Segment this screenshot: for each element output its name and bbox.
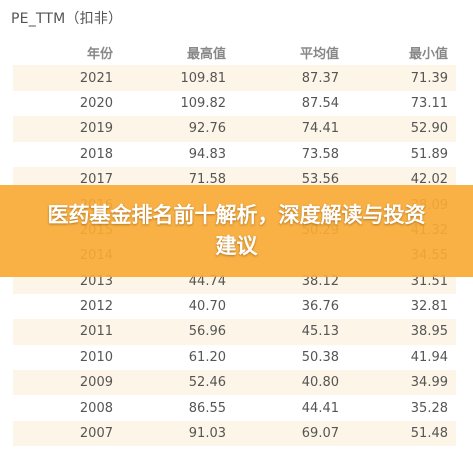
bottom-fade [0,455,473,469]
cell-year: 2018 [79,146,113,162]
cell-avg: 87.54 [301,95,339,111]
table-row: 2019 92.76 74.41 52.90 [13,116,456,142]
cell-min: 73.11 [410,95,448,111]
header-min: 最小值 [408,47,448,63]
cell-avg: 45.13 [301,324,339,340]
cell-avg: 40.80 [301,375,339,391]
cell-min: 38.95 [410,324,448,340]
cell-avg: 73.58 [301,146,339,162]
table-row: 2007 91.03 69.07 51.48 [13,420,456,447]
header-year: 年份 [86,47,113,63]
cell-max: 56.96 [188,324,226,340]
header-avg: 平均值 [299,47,339,63]
cell-min: 31.51 [410,273,448,289]
cell-min: 34.99 [410,375,448,391]
cell-min: 32.81 [410,299,448,315]
cell-min: 41.94 [410,349,448,365]
table-row: 2012 40.70 36.76 32.81 [13,293,456,320]
cell-max: 109.82 [180,95,227,111]
cell-max: 92.76 [188,121,226,137]
cell-max: 109.81 [180,70,227,86]
table-row: 2021 109.81 87.37 71.39 [13,65,456,91]
table-row: 2008 86.55 44.41 35.28 [13,395,456,421]
table-row: 2010 61.20 50.38 41.94 [13,344,456,371]
table-row: 2018 94.83 73.58 51.89 [13,141,456,167]
cell-max: 86.55 [188,400,226,416]
cell-year: 2020 [79,95,113,111]
table-row: 2009 52.46 40.80 34.99 [13,370,456,396]
cell-min: 52.90 [410,121,448,137]
cell-year: 2012 [79,299,113,315]
cell-min: 51.48 [410,426,448,442]
cell-year: 2013 [79,273,113,289]
table-row: 2011 56.96 45.13 38.95 [13,319,456,345]
cell-max: 61.20 [188,349,226,365]
cell-min: 51.89 [410,146,448,162]
cell-min: 42.02 [410,172,448,188]
cell-max: 94.83 [188,146,226,162]
cell-year: 2021 [79,70,113,86]
cell-year: 2017 [79,172,113,188]
cell-avg: 69.07 [301,426,339,442]
article-title-banner: 医药基金排名前十解析，深度解读与投资建议 [0,185,473,277]
table-header-row: 年份 最高值 平均值 最小值 [13,40,456,65]
cell-max: 71.58 [188,172,226,188]
cell-year: 2019 [79,121,113,137]
cell-avg: 74.41 [301,121,339,137]
cell-year: 2008 [79,400,113,416]
cell-year: 2011 [79,324,113,340]
cell-max: 91.03 [188,426,226,442]
cell-min: 71.39 [410,70,448,86]
cell-avg: 38.12 [301,273,339,289]
cell-max: 44.74 [188,273,226,289]
cell-max: 52.46 [188,375,226,391]
cell-avg: 36.76 [301,299,339,315]
cell-year: 2009 [79,375,113,391]
cell-avg: 87.37 [301,70,339,86]
cell-year: 2007 [79,426,113,442]
cell-avg: 53.56 [301,172,339,188]
cell-max: 40.70 [188,299,226,315]
cell-year: 2010 [79,349,113,365]
table-row: 2020 109.82 87.54 73.11 [13,90,456,117]
header-max: 最高值 [186,47,226,63]
cell-min: 35.28 [410,400,448,416]
banner-headline: 医药基金排名前十解析，深度解读与投资建议 [47,203,426,258]
cell-avg: 50.38 [301,349,339,365]
metric-title: PE_TTM（扣非） [11,11,123,27]
cell-avg: 44.41 [301,400,339,416]
